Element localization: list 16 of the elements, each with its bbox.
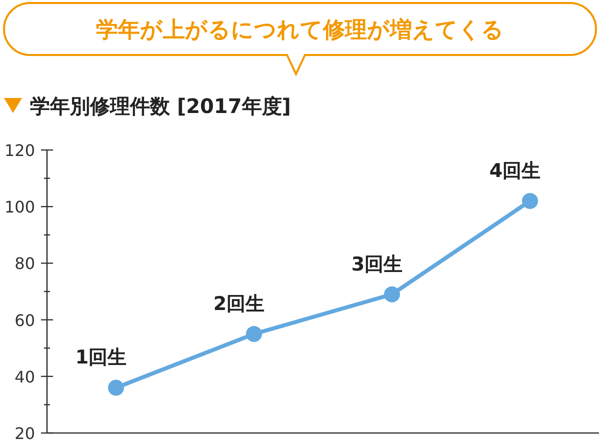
y-tick-label: 40 bbox=[14, 367, 35, 386]
chart-title: 学年が上がるにつれて修理が増えてくる bbox=[96, 17, 504, 43]
y-tick-label: 80 bbox=[14, 254, 35, 274]
x-tick-label: 1回生 bbox=[75, 346, 127, 369]
x-tick-label: 3回生 bbox=[351, 253, 403, 276]
chart-subtitle: 学年別修理件数 [2017年度] bbox=[30, 94, 291, 118]
point bbox=[108, 380, 124, 396]
point bbox=[522, 192, 538, 209]
x-tick-label: 4回生 bbox=[489, 160, 541, 182]
point bbox=[246, 326, 262, 342]
y-tick-label: 60 bbox=[14, 310, 35, 330]
point bbox=[384, 286, 400, 302]
y-tick-label: 20 bbox=[14, 424, 35, 440]
y-tick-label: 100 bbox=[4, 198, 35, 217]
y-tick-label: 120 bbox=[4, 141, 35, 160]
x-tick-label: 2回生 bbox=[213, 292, 265, 315]
